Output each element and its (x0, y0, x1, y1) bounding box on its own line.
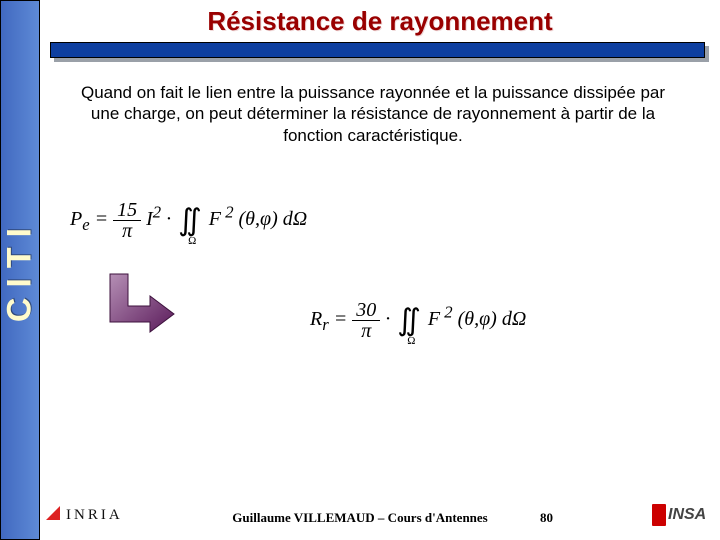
f1-num: 15 (113, 200, 141, 221)
f2-int: ∬Ω (397, 310, 421, 331)
f2-int-sub: Ω (407, 338, 415, 346)
f2-frac: 30 π (352, 300, 380, 341)
page-number: 80 (540, 510, 553, 526)
f1-diff: dΩ (283, 208, 307, 230)
f2-lhs: R (310, 308, 322, 330)
title-bar (50, 42, 705, 58)
sidebar: CITI (0, 0, 40, 540)
f2-args: (θ,φ) (458, 308, 497, 330)
insa-text: INSA (668, 506, 706, 523)
page-title: Résistance de rayonnement (50, 6, 710, 37)
f1-int: ∬Ω (178, 210, 202, 231)
f2-fn: F (428, 308, 440, 330)
inria-logo: INRIA (44, 504, 134, 532)
equals: = (334, 308, 348, 330)
sidebar-label: CITI (1, 218, 40, 322)
f1-i: I (146, 208, 153, 230)
dot: · (385, 308, 390, 330)
formula-pe: Pe = 15 π I2 · ∬Ω F 2 (θ,φ) dΩ (70, 200, 307, 241)
body-paragraph: Quand on fait le lien entre la puissance… (68, 82, 678, 146)
f2-lhs-sub: r (322, 315, 328, 334)
f2-fn-exp: 2 (440, 302, 453, 321)
formula-rr: Rr = 30 π · ∬Ω F 2 (θ,φ) dΩ (310, 300, 526, 341)
f1-i-exp: 2 (153, 202, 161, 221)
f1-lhs-sub: e (82, 215, 89, 234)
f1-frac: 15 π (113, 200, 141, 241)
f1-int-sub: Ω (188, 238, 196, 246)
f1-fn-exp: 2 (221, 202, 234, 221)
implies-arrow-icon (98, 270, 178, 340)
f1-fn: F (209, 208, 221, 230)
inria-text: INRIA (66, 507, 123, 523)
insa-logo: INSA (652, 504, 712, 532)
f1-den: π (113, 221, 141, 241)
f1-args: (θ,φ) (239, 208, 278, 230)
f2-diff: dΩ (502, 308, 526, 330)
f1-lhs: P (70, 208, 82, 230)
f2-num: 30 (352, 300, 380, 321)
dot: · (166, 208, 171, 230)
f2-den: π (352, 321, 380, 341)
equals: = (95, 208, 109, 230)
